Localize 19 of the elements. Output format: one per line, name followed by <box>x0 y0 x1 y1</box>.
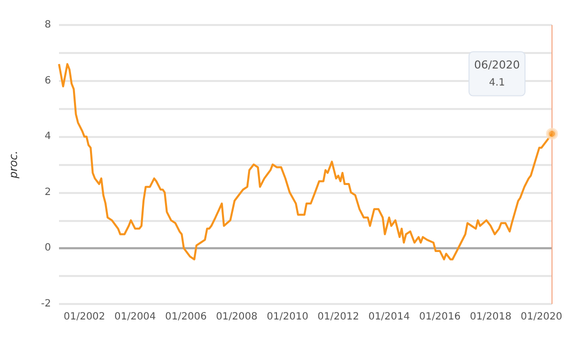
y-tick-label: 0 <box>44 242 51 254</box>
y-tick-label: -2 <box>41 298 51 310</box>
x-tick-label: 01/2020 <box>520 312 562 322</box>
annotation: 06/2020 <box>474 58 520 72</box>
x-tick-label: 01/2008 <box>216 312 258 322</box>
y-tick-label: 2 <box>44 186 51 198</box>
annotation: 4.1 <box>489 77 505 88</box>
x-tick-label: 01/2016 <box>419 312 461 322</box>
x-tick-label: 01/2004 <box>114 312 156 322</box>
x-tick-label: 01/2002 <box>64 312 106 322</box>
x-tick-label: 01/2018 <box>470 312 512 322</box>
x-tick-label: 01/2006 <box>165 312 207 322</box>
x-tick-label: 01/2014 <box>368 312 410 322</box>
x-tick-label: 01/2010 <box>266 312 308 322</box>
y-tick-label: 8 <box>44 20 51 30</box>
y-tick-label: 6 <box>44 75 51 86</box>
x-tick-label: 01/2012 <box>318 312 360 322</box>
y-tick-label: 4 <box>44 131 51 142</box>
y-axis-title: proc. <box>7 150 20 180</box>
